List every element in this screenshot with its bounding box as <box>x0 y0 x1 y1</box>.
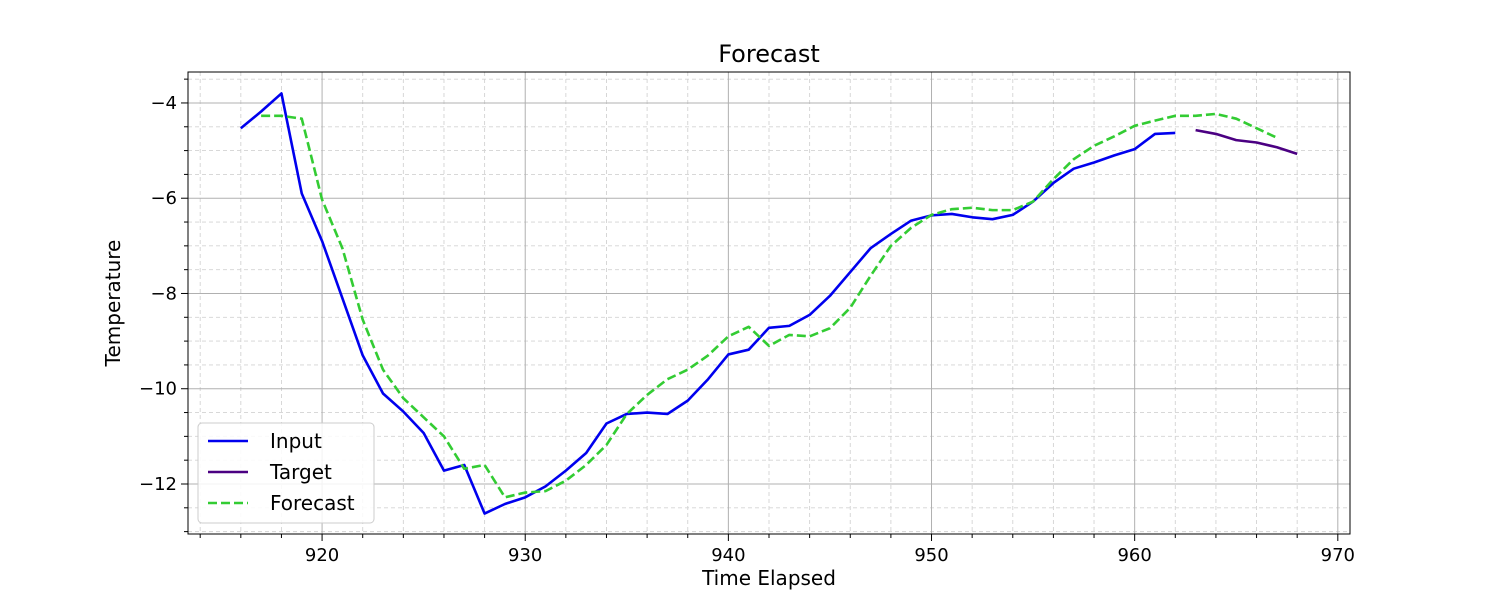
x-tick-label: 950 <box>914 545 948 566</box>
x-axis-title: Time Elapsed <box>701 566 836 590</box>
x-tick-label: 920 <box>305 545 339 566</box>
chart-title: Forecast <box>718 40 820 68</box>
y-tick-label: −12 <box>139 474 177 495</box>
y-tick-label: −10 <box>139 379 177 400</box>
minor-gridlines <box>188 72 1350 534</box>
tick-labels: 920 930 940 950 960 970 −12 −10 −8 −6 −4 <box>139 93 1355 566</box>
series-layer <box>239 92 1298 515</box>
x-tick-label: 940 <box>711 545 745 566</box>
series-line-target <box>1195 128 1298 156</box>
y-tick-label: −6 <box>150 188 177 209</box>
y-tick-label: −8 <box>150 283 177 304</box>
legend-label-input: Input <box>270 429 322 453</box>
y-axis-title: Temperature <box>101 240 125 368</box>
x-tick-label: 930 <box>508 545 542 566</box>
legend-box <box>197 422 375 524</box>
x-tick-label: 970 <box>1321 545 1355 566</box>
x-tick-label: 960 <box>1117 545 1151 566</box>
y-tick-label: −4 <box>150 93 177 114</box>
legend-label-forecast: Forecast <box>270 491 355 515</box>
series-line-input <box>239 92 1176 515</box>
series-line-forecast <box>261 112 1278 499</box>
legend: Input Target Forecast <box>197 422 375 524</box>
axis-ticks <box>181 78 1339 541</box>
legend-label-target: Target <box>269 460 332 484</box>
